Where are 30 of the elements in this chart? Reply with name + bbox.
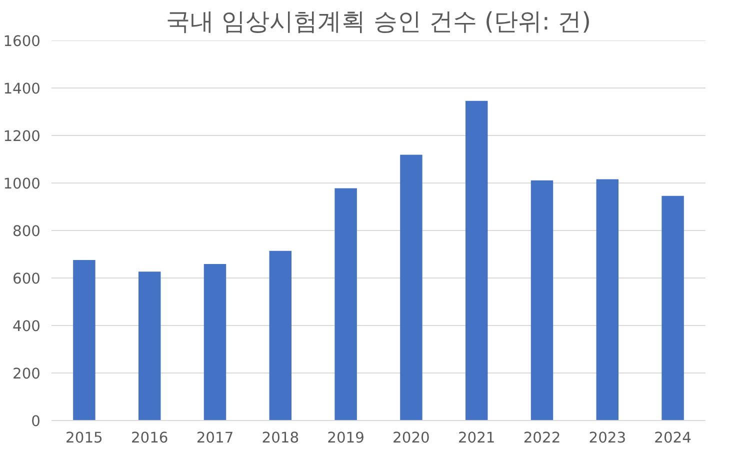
- bar: [334, 188, 357, 420]
- bar: [465, 100, 488, 420]
- bar: [73, 260, 96, 420]
- chart-title: 국내 임상시험계획 승인 건수 (단위: 건): [166, 8, 591, 36]
- y-tick-label: 200: [12, 366, 41, 382]
- bar: [662, 196, 684, 420]
- y-tick-label: 1000: [3, 176, 41, 192]
- y-tick-label: 0: [31, 413, 41, 430]
- bar: [530, 180, 554, 420]
- x-tick-label: 2021: [458, 430, 496, 446]
- y-tick-label: 600: [12, 270, 41, 288]
- x-tick-label: 2022: [523, 430, 561, 446]
- bar: [596, 179, 619, 420]
- y-tick-label: 1400: [3, 80, 41, 98]
- x-tick-label: 2017: [196, 430, 234, 446]
- y-tick-label: 400: [12, 318, 41, 335]
- x-tick-label: 2020: [392, 430, 430, 446]
- y-tick-label: 1600: [3, 33, 41, 50]
- y-tick-label: 800: [12, 223, 41, 240]
- bar: [204, 264, 226, 420]
- bar: [400, 154, 422, 420]
- bar: [269, 250, 292, 420]
- x-tick-label: 2018: [262, 430, 300, 446]
- x-tick-label: 2024: [654, 430, 692, 446]
- x-tick-label: 2015: [66, 430, 103, 446]
- bar: [138, 272, 161, 420]
- x-tick-label: 2016: [130, 430, 168, 446]
- x-tick-label: 2023: [588, 430, 626, 446]
- y-tick-label: 1200: [3, 128, 41, 145]
- x-tick-label: 2019: [327, 430, 364, 446]
